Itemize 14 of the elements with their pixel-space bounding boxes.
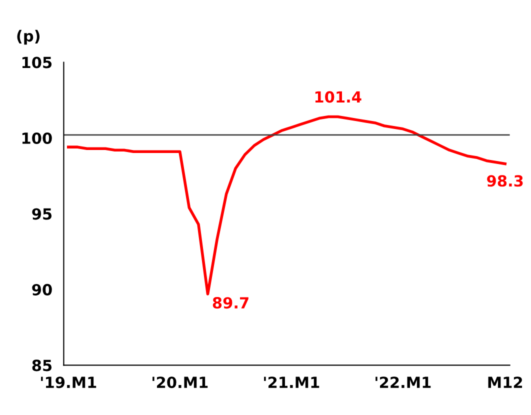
- y-tick-label: 95: [32, 208, 52, 220]
- y-tick-label: 90: [32, 284, 52, 296]
- data-label: 101.4: [315, 91, 362, 103]
- data-label: 98.3: [487, 175, 523, 187]
- x-tick-label: '19.M1: [41, 376, 96, 388]
- y-tick-label: 100: [22, 132, 52, 144]
- x-tick-label: M12: [488, 376, 522, 388]
- x-tick-label: '22.M1: [376, 376, 431, 388]
- x-tick-label: '20.M1: [152, 376, 208, 388]
- x-tick-label: '21.M1: [264, 376, 320, 388]
- y-tick-label: 85: [32, 360, 52, 372]
- y-tick-label: 105: [22, 56, 52, 68]
- data-label: 89.7: [212, 297, 248, 309]
- y-axis-title: (p): [17, 30, 40, 45]
